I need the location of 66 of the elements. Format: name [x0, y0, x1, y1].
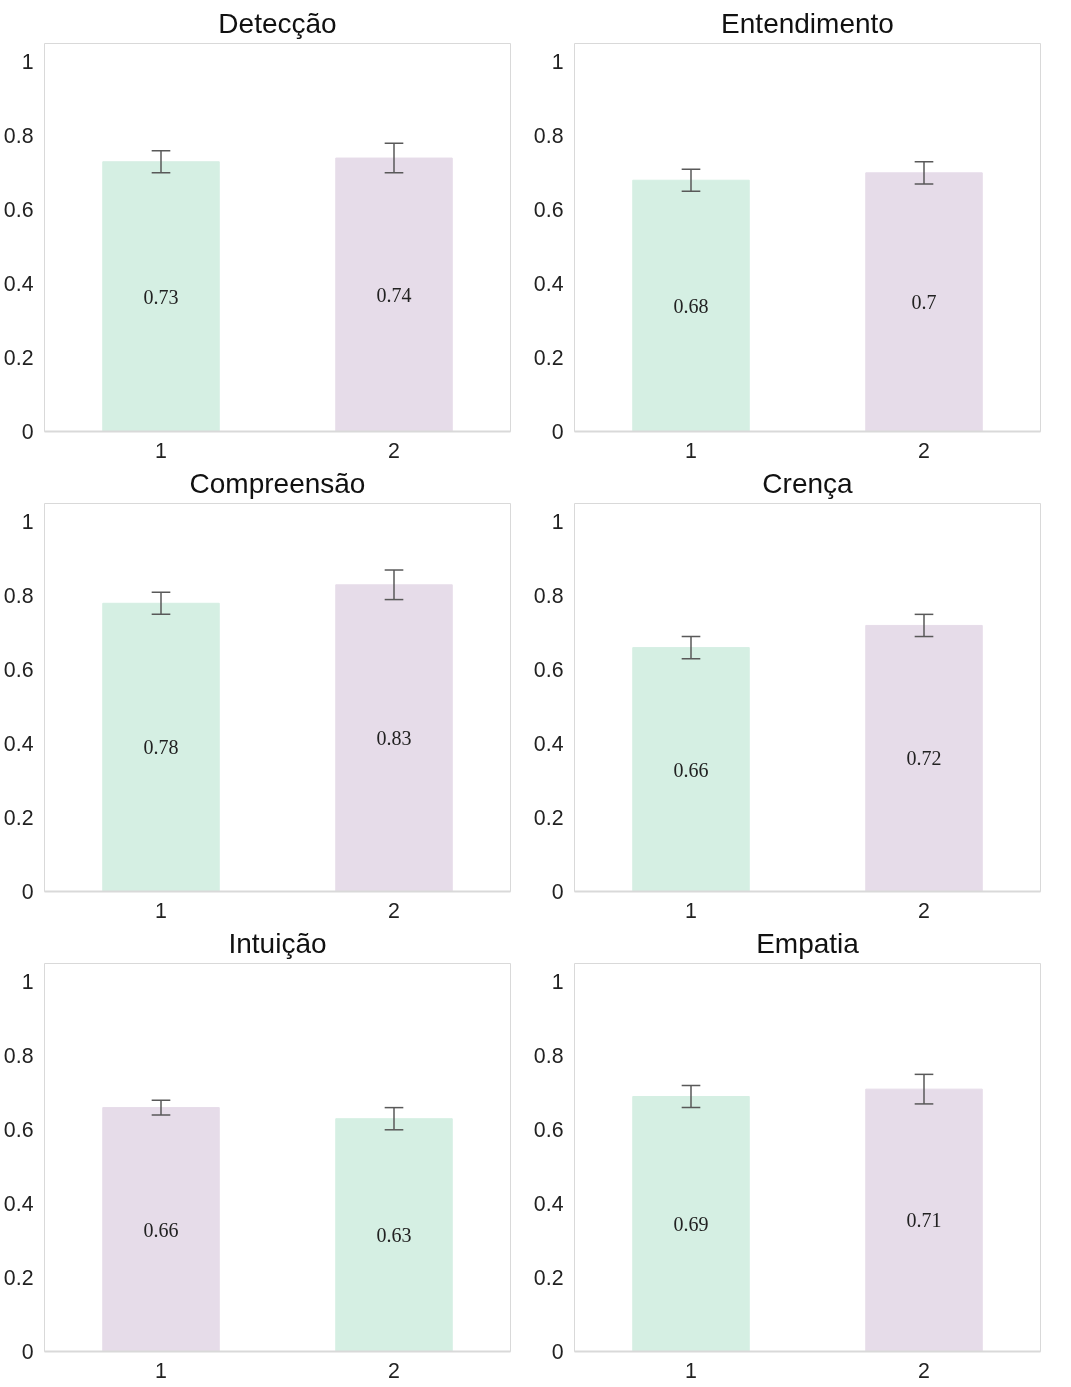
y-tick-label: 0.6 — [533, 658, 564, 683]
y-tick-label: 1 — [21, 50, 34, 75]
y-tick-label: 0.2 — [533, 346, 564, 371]
x-tick-label: 1 — [685, 1358, 697, 1383]
y-tick-label: 0.2 — [3, 1266, 34, 1291]
data-label: 0.66 — [143, 1218, 179, 1241]
y-tick-label: 0.4 — [3, 732, 34, 757]
y-tick-label: 0.6 — [533, 198, 564, 223]
data-label: 0.68 — [673, 294, 709, 317]
data-label: 0.73 — [143, 285, 179, 308]
y-tick-label: 0.6 — [3, 1118, 34, 1143]
x-tick-label: 2 — [918, 898, 930, 923]
chart-title: Intuição — [228, 927, 327, 959]
y-tick-label: 0 — [551, 1340, 564, 1364]
x-tick-label: 1 — [685, 438, 697, 463]
y-tick-label: 0 — [21, 880, 34, 904]
data-label: 0.74 — [376, 283, 412, 306]
data-label: 0.78 — [143, 736, 179, 759]
x-tick-label: 1 — [155, 1358, 167, 1383]
data-label: 0.72 — [906, 747, 942, 770]
y-tick-label: 0.8 — [3, 1044, 34, 1069]
y-tick-label: 0 — [551, 420, 564, 444]
y-tick-label: 0.4 — [3, 1192, 34, 1217]
data-label: 0.83 — [376, 727, 412, 750]
x-tick-label: 1 — [685, 898, 697, 923]
y-tick-label: 0.6 — [533, 1118, 564, 1143]
y-tick-label: 0.2 — [3, 806, 34, 831]
chart-title: Empatia — [756, 927, 860, 959]
data-label: 0.71 — [906, 1209, 942, 1232]
x-tick-label: 2 — [918, 438, 930, 463]
y-tick-label: 1 — [21, 970, 34, 995]
y-tick-label: 0.8 — [533, 1044, 564, 1069]
y-tick-label: 0.6 — [3, 198, 34, 223]
y-tick-label: 0.8 — [3, 124, 34, 149]
x-tick-label: 2 — [918, 1358, 930, 1383]
y-tick-label: 0.8 — [3, 584, 34, 609]
data-label: 0.66 — [673, 758, 709, 781]
chart-title: Detecção — [218, 7, 337, 39]
y-tick-label: 1 — [551, 50, 564, 75]
chart-title: Entendimento — [721, 7, 894, 39]
x-tick-label: 2 — [388, 1358, 400, 1383]
data-label: 0.63 — [376, 1224, 412, 1247]
y-tick-label: 1 — [551, 510, 564, 535]
y-tick-label: 1 — [551, 970, 564, 995]
x-tick-label: 2 — [388, 898, 400, 923]
y-tick-label: 0.4 — [533, 732, 564, 757]
y-tick-label: 0.8 — [533, 584, 564, 609]
x-tick-label: 2 — [388, 438, 400, 463]
y-tick-label: 0.2 — [533, 1266, 564, 1291]
data-label: 0.7 — [911, 291, 937, 314]
x-tick-label: 1 — [155, 898, 167, 923]
x-tick-label: 1 — [155, 438, 167, 463]
y-tick-label: 0.6 — [3, 658, 34, 683]
y-tick-label: 0.4 — [533, 1192, 564, 1217]
y-tick-label: 0.4 — [3, 272, 34, 297]
y-tick-label: 0 — [21, 420, 34, 444]
y-tick-label: 0 — [551, 880, 564, 904]
y-tick-label: 0.4 — [533, 272, 564, 297]
chart-title: Crença — [762, 467, 854, 499]
y-tick-label: 0 — [21, 1340, 34, 1364]
y-tick-label: 0.8 — [533, 124, 564, 149]
y-tick-label: 0.2 — [3, 346, 34, 371]
y-tick-label: 1 — [21, 510, 34, 535]
data-label: 0.69 — [673, 1213, 709, 1236]
y-tick-label: 0.2 — [533, 806, 564, 831]
chart-title: Compreensão — [189, 467, 366, 499]
